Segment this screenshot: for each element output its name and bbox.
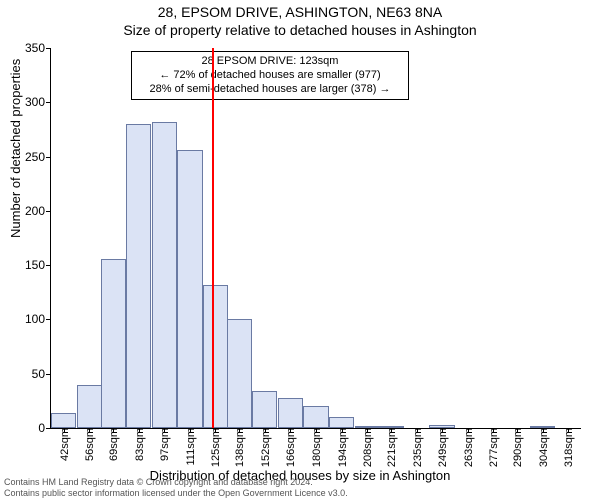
histogram-bar	[278, 398, 303, 428]
xtick-label: 56sqm	[82, 428, 96, 461]
xtick-label: 318sqm	[561, 428, 575, 467]
annotation-line-2: ← 72% of detached houses are smaller (97…	[140, 69, 400, 83]
ytick-label: 0	[38, 421, 51, 435]
histogram-bar	[126, 124, 151, 428]
xtick-label: 166sqm	[283, 428, 297, 467]
xtick-label: 152sqm	[258, 428, 272, 467]
histogram-bar	[177, 150, 202, 428]
chart-container: 28, EPSOM DRIVE, ASHINGTON, NE63 8NA Siz…	[0, 0, 600, 500]
histogram-bar	[152, 122, 177, 428]
footer-line2: Contains public sector information licen…	[4, 488, 348, 498]
xtick-label: 125sqm	[208, 428, 222, 467]
footer-line1: Contains HM Land Registry data © Crown c…	[4, 477, 348, 487]
xtick-label: 290sqm	[510, 428, 524, 467]
ytick-label: 100	[25, 312, 51, 326]
xtick-label: 263sqm	[461, 428, 475, 467]
title-block: 28, EPSOM DRIVE, ASHINGTON, NE63 8NA Siz…	[0, 4, 600, 38]
annotation-box: 28 EPSOM DRIVE: 123sqm← 72% of detached …	[131, 51, 409, 100]
xtick-label: 69sqm	[106, 428, 120, 461]
ytick-label: 300	[25, 95, 51, 109]
histogram-bar	[303, 406, 328, 428]
plot-area: 28 EPSOM DRIVE: 123sqm← 72% of detached …	[50, 48, 581, 429]
ytick-label: 350	[25, 41, 51, 55]
xtick-label: 221sqm	[384, 428, 398, 467]
xtick-label: 180sqm	[309, 428, 323, 467]
histogram-bar	[101, 259, 126, 428]
annotation-line-3: 28% of semi-detached houses are larger (…	[140, 83, 400, 97]
ytick-label: 250	[25, 150, 51, 164]
footer-text: Contains HM Land Registry data © Crown c…	[4, 477, 348, 498]
xtick-label: 208sqm	[360, 428, 374, 467]
xtick-label: 304sqm	[536, 428, 550, 467]
title-line1: 28, EPSOM DRIVE, ASHINGTON, NE63 8NA	[0, 4, 600, 20]
title-line2: Size of property relative to detached ho…	[0, 22, 600, 38]
histogram-bar	[51, 413, 76, 428]
bars-layer	[51, 48, 581, 428]
xtick-label: 277sqm	[486, 428, 500, 467]
histogram-bar	[77, 385, 102, 428]
xtick-label: 194sqm	[335, 428, 349, 467]
histogram-bar	[227, 319, 252, 428]
y-axis-label: Number of detached properties	[8, 59, 23, 238]
ytick-label: 50	[32, 367, 51, 381]
ytick-label: 200	[25, 204, 51, 218]
ytick-label: 150	[25, 258, 51, 272]
histogram-bar	[329, 417, 354, 428]
xtick-label: 42sqm	[57, 428, 71, 461]
xtick-label: 83sqm	[132, 428, 146, 461]
xtick-label: 249sqm	[435, 428, 449, 467]
histogram-bar	[203, 285, 228, 428]
xtick-label: 138sqm	[232, 428, 246, 467]
histogram-bar	[252, 391, 277, 428]
xtick-label: 235sqm	[410, 428, 424, 467]
xtick-label: 97sqm	[157, 428, 171, 461]
xtick-label: 111sqm	[183, 428, 197, 466]
reference-line	[212, 48, 214, 428]
annotation-line-1: 28 EPSOM DRIVE: 123sqm	[140, 55, 400, 69]
